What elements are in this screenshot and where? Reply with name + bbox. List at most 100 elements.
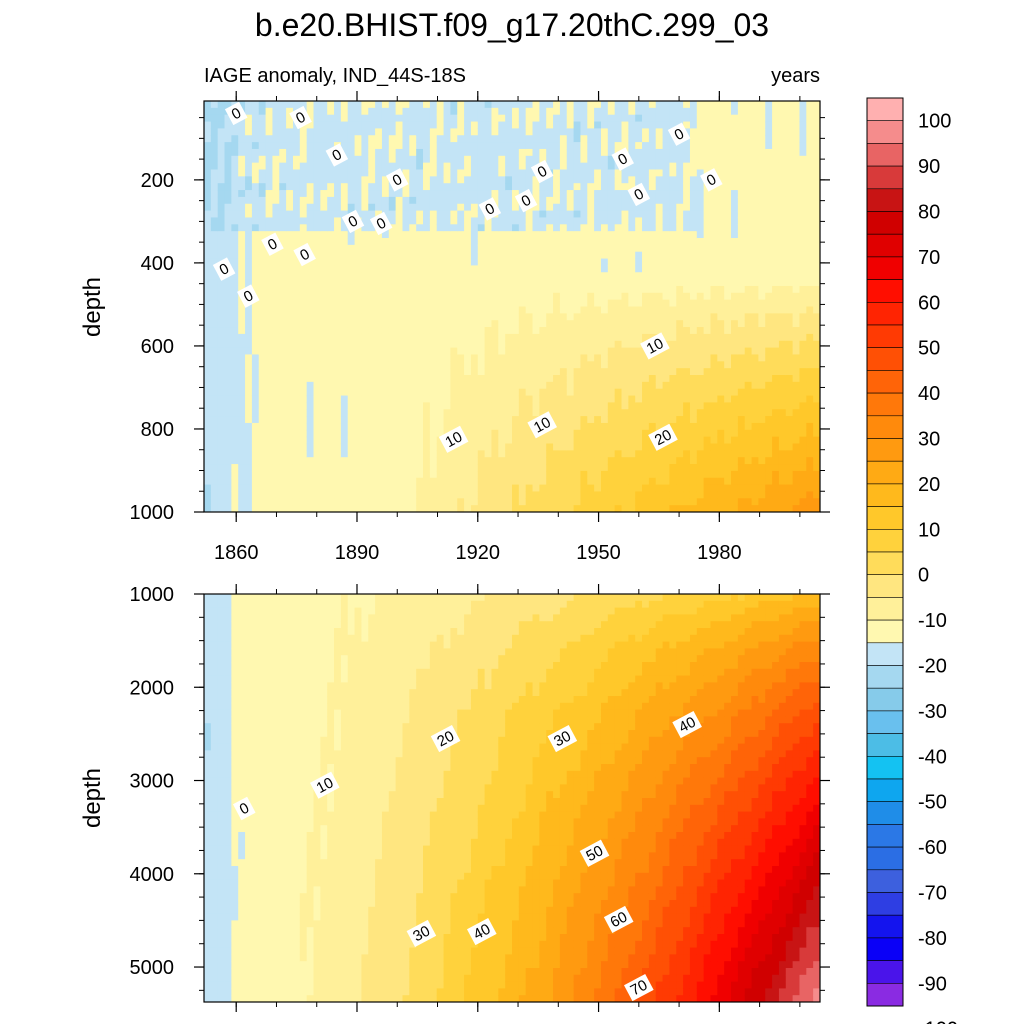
field-cell: [505, 375, 513, 383]
field-cell: [587, 450, 595, 458]
field-cell: [450, 196, 458, 205]
field-cell: [272, 251, 280, 260]
field-cell: [224, 244, 232, 253]
field-cell: [512, 244, 520, 253]
field-cell: [559, 491, 568, 499]
field-cell: [566, 429, 575, 438]
field-cell: [313, 361, 321, 369]
field-cell: [594, 422, 602, 431]
field-cell: [648, 148, 657, 157]
field-cell: [580, 265, 588, 273]
field-cell: [594, 320, 602, 328]
field-cell: [731, 251, 739, 260]
field-cell: [491, 436, 499, 445]
field-cell: [457, 354, 465, 362]
field-cell: [703, 121, 712, 129]
field-cell: [587, 210, 595, 219]
field-cell: [292, 258, 301, 266]
field-cell: [204, 422, 212, 431]
field-cell: [436, 354, 445, 362]
field-cell: [217, 375, 226, 383]
field-cell: [375, 142, 383, 150]
field-cell: [279, 402, 287, 410]
field-cell: [484, 477, 493, 486]
field-cell: [539, 477, 547, 486]
field-cell: [498, 299, 506, 308]
field-cell: [231, 340, 239, 349]
field-cell: [539, 347, 547, 356]
field-cell: [662, 361, 671, 369]
field-cell: [628, 505, 636, 512]
field-cell: [279, 340, 287, 349]
field-cell: [231, 279, 239, 287]
field-cell: [662, 258, 671, 266]
field-cell: [737, 238, 746, 246]
field-cell: [477, 142, 486, 150]
field-cell: [703, 114, 712, 123]
field-cell: [470, 340, 479, 349]
field-cell: [416, 409, 424, 417]
field-cell: [648, 368, 657, 376]
field-cell: [470, 368, 479, 376]
field-cell: [648, 320, 657, 328]
field-cell: [457, 498, 465, 506]
field-cell: [737, 265, 746, 273]
field-cell: [368, 388, 376, 397]
field-cell: [313, 368, 321, 376]
field-cell: [717, 272, 725, 280]
field-cell: [703, 238, 712, 246]
field-cell: [327, 176, 335, 184]
field-cell: [217, 450, 226, 458]
field-cell: [375, 347, 383, 356]
field-cell: [313, 375, 321, 383]
field-cell: [306, 258, 315, 266]
field-cell: [313, 340, 321, 349]
field-cell: [258, 251, 267, 260]
field-cell: [491, 450, 499, 458]
field-cell: [717, 354, 725, 362]
field-cell: [642, 279, 650, 287]
field-cell: [703, 327, 712, 335]
field-cell: [635, 361, 643, 369]
field-cell: [676, 176, 684, 184]
field-cell: [689, 491, 698, 499]
field-cell: [573, 457, 582, 465]
field-cell: [505, 368, 513, 376]
field-cell: [286, 436, 294, 445]
field-cell: [669, 443, 677, 451]
field-cell: [443, 244, 451, 253]
field-cell: [361, 402, 369, 410]
field-cell: [642, 142, 650, 150]
field-cell: [628, 327, 636, 335]
field-cell: [306, 368, 315, 376]
field-cell: [320, 101, 328, 109]
field-cell: [731, 224, 739, 232]
field-cell: [238, 224, 246, 232]
field-cell: [505, 292, 513, 301]
field-cell: [731, 196, 739, 205]
field-cell: [662, 121, 671, 129]
field-cell: [594, 375, 602, 383]
field-cell: [539, 409, 547, 417]
field-cell: [347, 196, 356, 205]
field-cell: [313, 450, 321, 458]
field-cell: [477, 169, 486, 177]
field-cell: [347, 313, 356, 321]
field-cell: [361, 196, 369, 205]
field-cell: [409, 484, 417, 493]
field-cell: [272, 279, 280, 287]
field-cell: [758, 498, 766, 506]
field-cell: [470, 285, 479, 294]
field-cell: [217, 279, 226, 287]
field-cell: [279, 272, 287, 280]
field-cell: [518, 135, 527, 143]
field-cell: [607, 313, 616, 321]
field-cell: [354, 101, 363, 109]
field-cell: [621, 491, 629, 499]
field-cell: [409, 313, 417, 321]
field-cell: [375, 388, 383, 397]
field-cell: [443, 224, 451, 232]
field-cell: [703, 279, 712, 287]
field-cell: [676, 320, 684, 328]
field-cell: [361, 258, 369, 266]
